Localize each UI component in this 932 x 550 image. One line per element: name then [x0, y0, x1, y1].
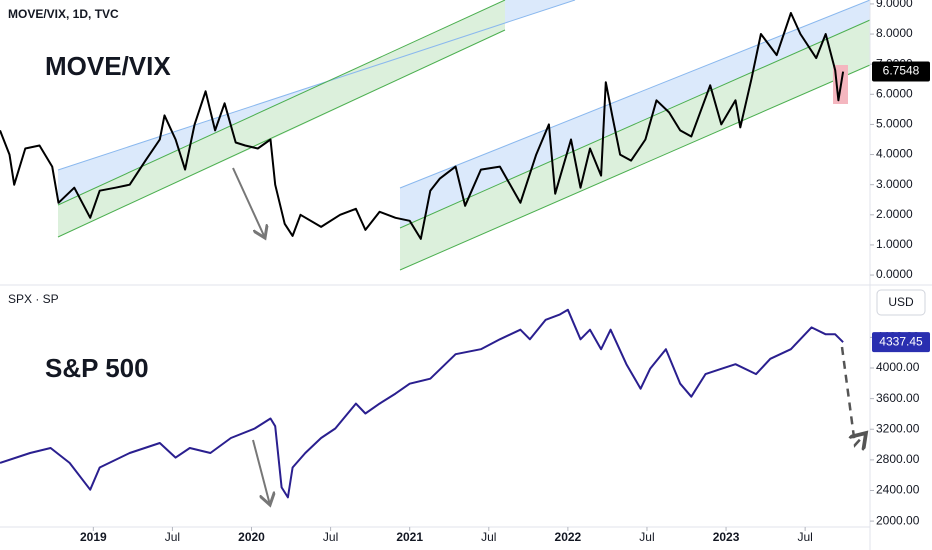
chart-title: SPX · SP [8, 292, 59, 306]
y-tick-label: 2.0000 [876, 207, 913, 221]
x-tick-label: Jul [165, 530, 180, 544]
y-tick-label: 3200.00 [876, 421, 920, 435]
last-price-label: 4337.45 [879, 334, 923, 348]
x-tick-label: 2020 [238, 530, 265, 544]
price-line [0, 12, 845, 240]
y-tick-label: 1.0000 [876, 237, 913, 251]
x-tick-label: Jul [797, 530, 812, 544]
y-tick-label: 6.0000 [876, 86, 913, 100]
y-tick-label: 4.0000 [876, 147, 913, 161]
last-price-box [872, 332, 930, 353]
y-tick-label: 4000.00 [876, 360, 920, 374]
annotation: MOVE/VIX [45, 51, 171, 81]
y-tick-label: 2400.00 [876, 483, 920, 497]
currency[interactable]: USD [888, 295, 914, 309]
dashed-arrow [840, 346, 866, 445]
last-price-box [872, 61, 930, 82]
x-tick-label: Jul [639, 530, 654, 544]
x-tick-label: 2022 [555, 530, 582, 544]
y-tick-label: 2800.00 [876, 452, 920, 466]
x-tick-label: 2023 [713, 530, 740, 544]
y-tick-label: 3.0000 [876, 177, 913, 191]
last-price-label: 6.7548 [883, 64, 920, 78]
y-tick-label: 2000.00 [876, 513, 920, 527]
y-tick-label: 0.0000 [876, 267, 913, 281]
arrow [252, 439, 270, 505]
annotation: S&P 500 [45, 353, 149, 383]
y-tick-label: 5.0000 [876, 117, 913, 131]
x-tick-label: 2019 [80, 530, 107, 544]
channel-2 [399, 0, 871, 271]
x-tick-label: 2021 [396, 530, 423, 544]
chart-title: MOVE/VIX, 1D, TVC [8, 7, 119, 21]
arrow [232, 167, 265, 238]
price-line [0, 308, 844, 499]
channel-1 [57, 0, 576, 238]
y-tick-label: 8.0000 [876, 26, 913, 40]
y-tick-label: 9.0000 [876, 0, 913, 10]
y-tick-label: 3600.00 [876, 391, 920, 405]
currency-button[interactable] [876, 289, 926, 316]
x-tick-label: Jul [481, 530, 496, 544]
x-tick-label: Jul [323, 530, 338, 544]
